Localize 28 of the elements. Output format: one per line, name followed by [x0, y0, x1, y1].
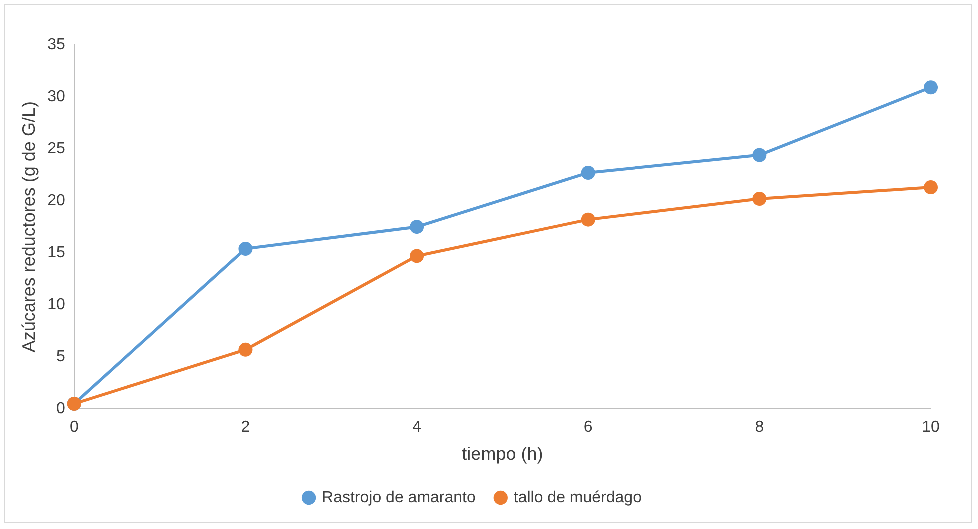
y-tick-label: 35 [48, 36, 66, 54]
x-tick-label: 0 [70, 419, 79, 436]
y-tick-label: 0 [56, 400, 66, 418]
point [238, 342, 253, 357]
point [924, 180, 938, 195]
point [410, 220, 424, 234]
point [752, 148, 767, 162]
y-tick-label: 25 [48, 140, 66, 158]
legend-label: tallo de muérdago [514, 489, 642, 506]
y-axis-title: Azúcares reductores (g de G/L) [18, 102, 39, 353]
point [581, 212, 596, 227]
point [410, 249, 424, 264]
x-tick-label: 6 [584, 419, 593, 436]
y-tick-label: 5 [56, 348, 66, 366]
point [581, 166, 596, 180]
y-tick-label: 30 [48, 88, 66, 106]
x-axis-title: tiempo (h) [462, 444, 544, 464]
point [238, 242, 253, 256]
x-tick-label: 10 [922, 419, 940, 436]
y-tick-label: 20 [48, 192, 66, 210]
legend-label: Rastrojo de amaranto [322, 489, 476, 506]
x-tick-label: 8 [755, 419, 764, 436]
point [924, 80, 938, 95]
y-tick-label: 10 [48, 296, 66, 314]
point [752, 192, 767, 206]
y-tick-label: 15 [48, 244, 66, 262]
x-tick-label: 4 [412, 419, 422, 436]
x-tick-label: 2 [241, 419, 250, 436]
